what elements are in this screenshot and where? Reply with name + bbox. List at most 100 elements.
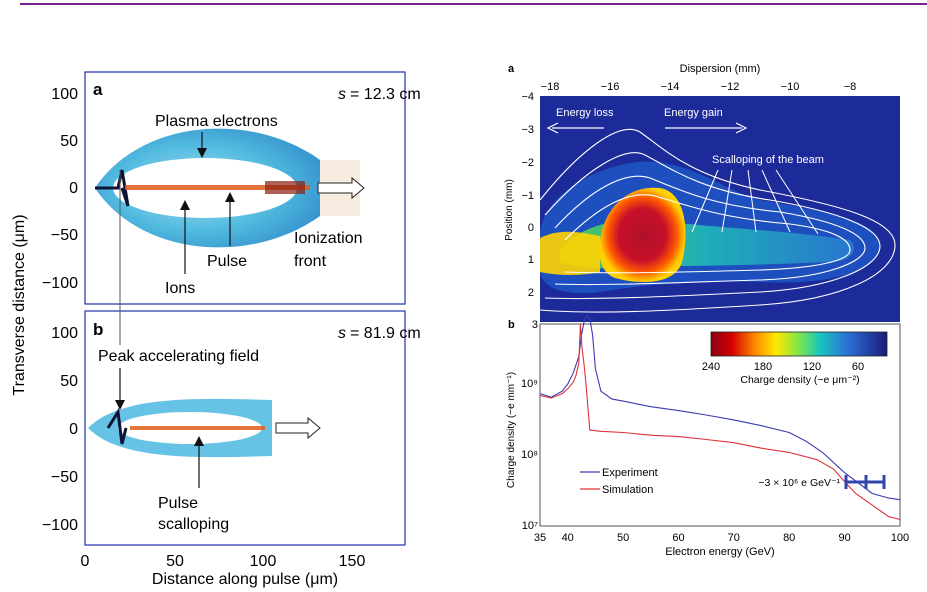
label-scalloping-beam: Scalloping of the beam xyxy=(712,154,824,166)
series-line-simulation xyxy=(539,323,901,521)
pulse-core-a xyxy=(125,185,310,190)
peak-field-spike-b xyxy=(106,407,128,445)
svg-text:0: 0 xyxy=(69,180,78,197)
svg-text:−18: −18 xyxy=(541,81,560,93)
panel-b-s-label: s xyxy=(338,325,346,342)
right-panel-a-letter: a xyxy=(508,63,515,75)
svg-text:−50: −50 xyxy=(51,227,78,244)
pulse-head-a xyxy=(265,181,305,194)
legend-experiment: Experiment xyxy=(602,467,658,479)
spectrum-x-axis-label: Electron energy (GeV) xyxy=(665,546,774,558)
panel-b-letter: b xyxy=(93,320,103,339)
svg-text:−100: −100 xyxy=(42,275,78,292)
label-ionization: Ionization xyxy=(294,230,363,247)
label-energy-loss: Energy loss xyxy=(556,107,614,119)
x-tick-35: 35 xyxy=(534,532,546,544)
panel-b-s-value: = 81.9 cm xyxy=(350,325,421,342)
spectrum-series xyxy=(539,314,901,521)
legend-simulation: Simulation xyxy=(602,484,653,496)
x-tick-50: 50 xyxy=(617,532,629,544)
svg-text:100: 100 xyxy=(250,553,277,570)
colorbar-label: Charge density (−e μm⁻²) xyxy=(740,374,859,386)
spectrum-plot-area xyxy=(539,323,901,527)
peak-field-spike-a xyxy=(95,169,130,207)
svg-text:0: 0 xyxy=(69,421,78,438)
svg-text:150: 150 xyxy=(339,553,366,570)
svg-text:0: 0 xyxy=(81,553,90,570)
label-energy-gain: Energy gain xyxy=(664,107,723,119)
svg-text:10⁸: 10⁸ xyxy=(521,449,538,461)
pulse-core-b xyxy=(130,426,265,430)
svg-text:10⁷: 10⁷ xyxy=(522,520,538,532)
spectrum-y-axis-label: Charge density (−e mm⁻¹) xyxy=(506,372,517,488)
svg-text:−16: −16 xyxy=(601,81,620,93)
scallop-arrows xyxy=(691,169,819,235)
svg-text:−4: −4 xyxy=(521,91,534,103)
position-ticks: −4 −3 −2 −1 0 1 2 xyxy=(521,91,534,299)
x-tick-100: 100 xyxy=(891,532,909,544)
energy-arrows xyxy=(546,122,748,134)
right-panel-b: 240 180 120 60 Charge density (−e μm⁻²) … xyxy=(506,314,909,558)
header-rule xyxy=(20,3,927,5)
beam-core xyxy=(599,187,686,283)
svg-text:−100: −100 xyxy=(42,517,78,534)
x-tick-40: 40 xyxy=(562,532,574,544)
left-x-axis-label: Distance along pulse (μm) xyxy=(152,571,338,588)
label-peak-field: Peak accelerating field xyxy=(98,348,259,365)
panel-a-s-label: s xyxy=(338,86,346,103)
left-y-axis-label: Transverse distance (μm) xyxy=(11,214,28,395)
scale-bar xyxy=(844,475,886,489)
panel-a-letter: a xyxy=(93,80,103,99)
propagation-arrow-a xyxy=(317,176,365,200)
dispersion-ticks: −18 −16 −14 −12 −10 −8 xyxy=(541,81,857,93)
label-pulse-a: Pulse xyxy=(207,253,247,270)
y-top-tick: 3 xyxy=(532,319,538,331)
series-line-experiment xyxy=(539,314,901,501)
spectrum-y-ticks: 10⁹ 10⁸ 10⁷ xyxy=(521,378,538,532)
label-front: front xyxy=(294,253,327,270)
propagation-arrow-b xyxy=(275,416,321,440)
svg-text:60: 60 xyxy=(852,361,864,373)
left-figure: a s = 12.3 cm Plasma electrons Ions Puls… xyxy=(11,71,421,588)
svg-text:−14: −14 xyxy=(661,81,680,93)
svg-text:180: 180 xyxy=(754,361,772,373)
svg-text:−3: −3 xyxy=(521,124,534,136)
right-panel-a: Energy loss Energy gain Scalloping of th… xyxy=(504,63,900,322)
svg-text:2: 2 xyxy=(528,287,534,299)
label-scalloping: scalloping xyxy=(158,516,229,533)
left-x-ticks: 0 50 100 150 xyxy=(81,553,366,570)
svg-text:1: 1 xyxy=(528,254,534,266)
svg-text:−10: −10 xyxy=(781,81,800,93)
dispersion-axis-label: Dispersion (mm) xyxy=(680,63,761,75)
svg-text:120: 120 xyxy=(803,361,821,373)
colorbar xyxy=(710,331,888,357)
svg-text:−8: −8 xyxy=(844,81,857,93)
beam-low-energy-edge xyxy=(540,231,600,275)
x-tick-90: 90 xyxy=(838,532,850,544)
left-y-ticks: 100 50 0 −50 −100 100 50 0 −50 −100 xyxy=(42,86,78,534)
svg-text:−50: −50 xyxy=(51,469,78,486)
charge-contours xyxy=(539,128,896,313)
right-panel-b-letter: b xyxy=(508,319,515,331)
colorbar-ticks: 240 180 120 60 xyxy=(702,361,864,373)
spectrum-x-ticks: 35 40 50 60 70 80 90 100 xyxy=(534,532,909,544)
x-tick-60: 60 xyxy=(672,532,684,544)
svg-text:10⁹: 10⁹ xyxy=(521,378,538,390)
position-axis-label: Position (mm) xyxy=(504,179,515,241)
svg-text:50: 50 xyxy=(166,553,184,570)
svg-text:240: 240 xyxy=(702,361,720,373)
x-tick-80: 80 xyxy=(783,532,795,544)
svg-text:0: 0 xyxy=(528,222,534,234)
label-pulse-b: Pulse xyxy=(158,495,198,512)
svg-text:100: 100 xyxy=(51,325,78,342)
svg-text:50: 50 xyxy=(60,133,78,150)
svg-text:−2: −2 xyxy=(521,157,534,169)
svg-text:−12: −12 xyxy=(721,81,740,93)
panel-a-s-value: = 12.3 cm xyxy=(350,86,421,103)
svg-text:50: 50 xyxy=(60,373,78,390)
label-ions: Ions xyxy=(165,280,195,297)
scale-bar-label: −3 × 10⁶ e GeV⁻¹ xyxy=(758,477,840,489)
x-tick-70: 70 xyxy=(728,532,740,544)
svg-text:100: 100 xyxy=(51,86,78,103)
